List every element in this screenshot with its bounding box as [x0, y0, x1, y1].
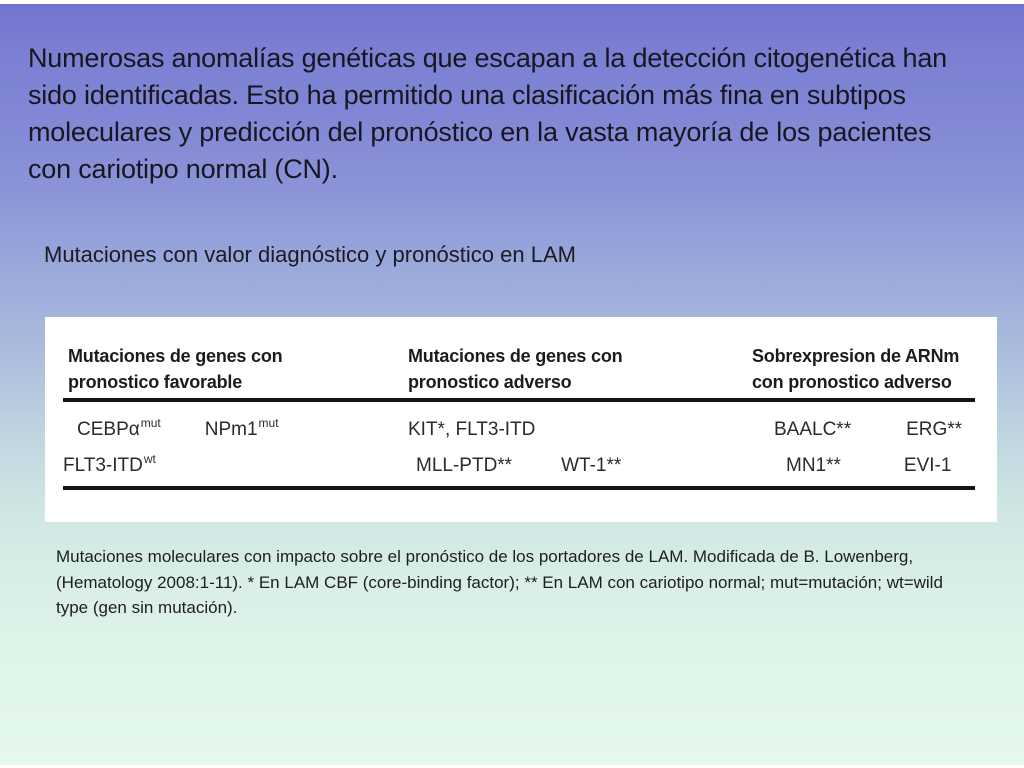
header-adverse: Mutaciones de genes con pronostico adver… — [408, 343, 752, 395]
gene-mllptd: MLL-PTD** — [416, 455, 513, 476]
gene-evi1: EVI-1 — [903, 455, 952, 476]
gene-npm1: NPm1mut — [204, 415, 279, 440]
gene-baalc: BAALC** — [774, 419, 852, 440]
table-header-row: Mutaciones de genes con pronostico favor… — [63, 343, 975, 395]
gene-mn1: MN1** — [786, 455, 841, 476]
gene-npm1-superscript: mut — [258, 415, 279, 430]
footnote-line: Mutaciones moleculares con impacto sobre… — [56, 547, 914, 566]
gene-wt1: WT-1** — [561, 455, 622, 476]
table-footnote: Mutaciones moleculares con impacto sobre… — [56, 544, 986, 621]
intro-line: con cariotipo normal (CN). — [28, 154, 338, 184]
footnote-line: type (gen sin mutación). — [56, 598, 238, 617]
cell-adverse-row2: MLL-PTD** WT-1** — [408, 455, 752, 477]
table-row: CEBPαmut NPm1mut KIT*, FLT3-ITD BAALC** … — [63, 412, 975, 448]
table-row: FLT3-ITDwt MLL-PTD** WT-1** MN1** EVI-1 — [63, 448, 975, 484]
intro-paragraph: Numerosas anomalías genéticas que escapa… — [28, 40, 1018, 188]
header-favorable-line2: pronostico favorable — [68, 372, 243, 392]
cell-favorable-row2: FLT3-ITDwt — [63, 451, 408, 477]
cell-favorable-row1: CEBPαmut NPm1mut — [63, 415, 408, 441]
table-header-rule — [63, 398, 975, 402]
gene-flt3itd-wt: FLT3-ITDwt — [63, 451, 156, 476]
slide-subtitle: Mutaciones con valor diagnóstico y pronó… — [44, 242, 576, 267]
footnote-line: (Hematology 2008:1-11). * En LAM CBF (co… — [56, 572, 943, 592]
table-bottom-rule — [63, 486, 975, 490]
gene-cebpa: CEBPαmut — [77, 415, 161, 440]
cell-overexpression-row1: BAALC** ERG** — [752, 419, 975, 441]
table-body: CEBPαmut NPm1mut KIT*, FLT3-ITD BAALC** … — [63, 412, 975, 484]
header-favorable: Mutaciones de genes con pronostico favor… — [63, 343, 408, 395]
intro-line: Numerosas anomalías genéticas que escapa… — [28, 43, 947, 73]
cell-adverse-row1: KIT*, FLT3-ITD — [408, 419, 752, 441]
gene-flt3itd-superscript: wt — [143, 451, 156, 466]
gene-cebpa-superscript: mut — [140, 415, 161, 430]
header-adverse-line2: pronostico adverso — [408, 372, 572, 392]
gene-kit-flt3itd: KIT*, FLT3-ITD — [408, 419, 536, 440]
header-overexpression-line2: con pronostico adverso — [752, 372, 952, 392]
header-overexpression-line1: Sobrexpresion de ARNm — [752, 346, 960, 366]
gene-erg: ERG** — [906, 419, 963, 440]
header-favorable-line1: Mutaciones de genes con — [68, 346, 283, 366]
mutations-table: Mutaciones de genes con pronostico favor… — [45, 317, 997, 522]
header-adverse-line1: Mutaciones de genes con — [408, 346, 623, 366]
cell-overexpression-row2: MN1** EVI-1 — [752, 455, 975, 477]
intro-line: sido identificadas. Esto ha permitido un… — [28, 80, 906, 110]
intro-line: moleculares y predicción del pronóstico … — [28, 117, 932, 147]
header-overexpression: Sobrexpresion de ARNm con pronostico adv… — [752, 343, 975, 395]
